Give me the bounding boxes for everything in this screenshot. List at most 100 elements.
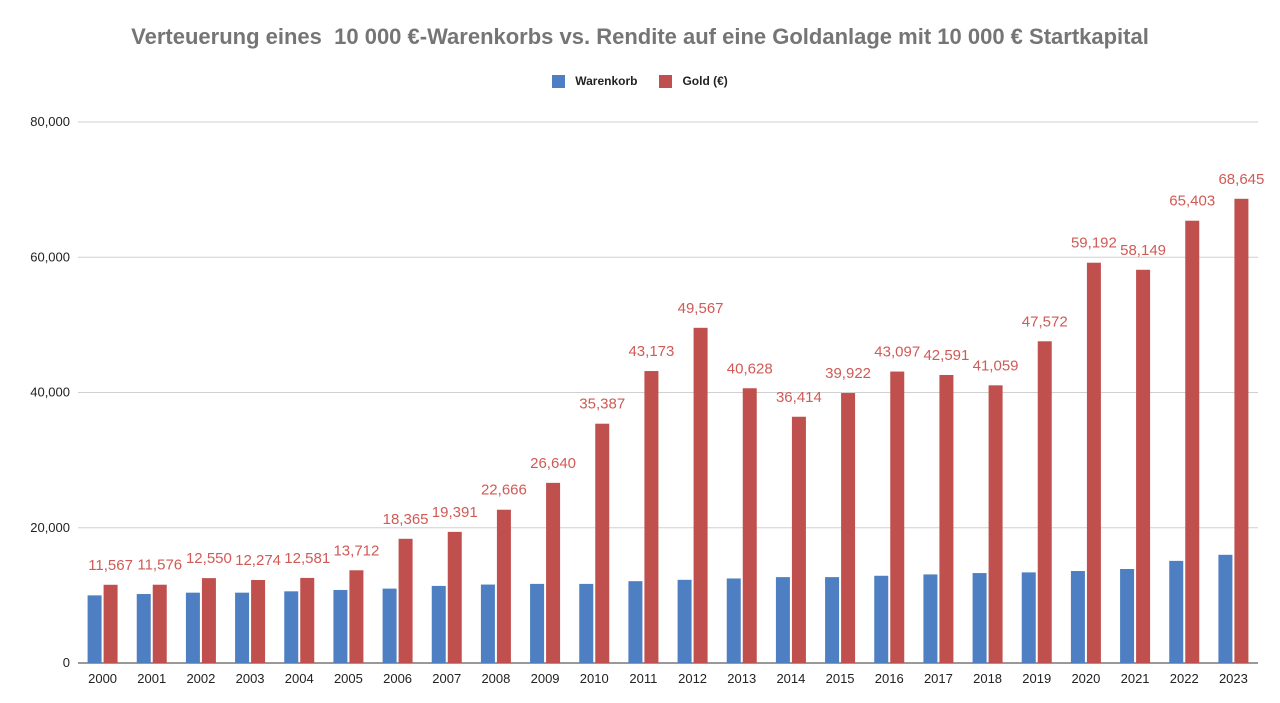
- data-label-gold-2014: 36,414: [776, 389, 822, 406]
- data-label-gold-2000: 11,567: [88, 557, 133, 574]
- bar-gold-2000: [103, 584, 118, 663]
- legend-label-warenkorb: Warenkorb: [575, 74, 638, 88]
- x-tick-label: 2018: [973, 671, 1002, 686]
- bar-warenkorb-2022: [1169, 560, 1184, 663]
- data-label-gold-2022: 65,403: [1169, 193, 1215, 210]
- data-label-gold-2008: 22,666: [481, 482, 527, 499]
- x-tick-label: 2004: [285, 671, 314, 686]
- bar-gold-2018: [988, 385, 1003, 663]
- bar-warenkorb-2011: [628, 581, 643, 663]
- x-tick-label: 2013: [727, 671, 756, 686]
- data-label-gold-2015: 39,922: [825, 365, 871, 382]
- x-tick-label: 2002: [186, 671, 215, 686]
- bar-warenkorb-2018: [972, 573, 987, 663]
- x-tick-label: 2003: [236, 671, 265, 686]
- bar-gold-2007: [447, 531, 462, 663]
- bar-gold-2011: [644, 371, 659, 663]
- bar-warenkorb-2006: [382, 588, 397, 663]
- bar-warenkorb-2014: [775, 577, 790, 663]
- bar-warenkorb-2005: [333, 589, 348, 663]
- bar-gold-2013: [742, 388, 757, 663]
- data-label-gold-2001: 11,576: [137, 557, 182, 574]
- legend-swatch-warenkorb: [552, 74, 566, 88]
- bar-gold-2022: [1185, 220, 1200, 663]
- data-label-gold-2012: 49,567: [678, 300, 724, 317]
- bar-gold-2023: [1234, 198, 1249, 663]
- x-tick-label: 2001: [137, 671, 166, 686]
- bar-warenkorb-2023: [1218, 554, 1233, 663]
- x-tick-label: 2000: [88, 671, 117, 686]
- y-tick-label: 0: [63, 655, 70, 670]
- bar-gold-2010: [595, 423, 610, 663]
- bar-gold-2002: [201, 578, 216, 663]
- bar-warenkorb-2001: [136, 594, 151, 663]
- x-tick-label: 2008: [481, 671, 510, 686]
- bar-gold-2021: [1136, 269, 1151, 663]
- data-label-gold-2003: 12,274: [235, 552, 281, 569]
- bar-warenkorb-2012: [677, 579, 692, 663]
- data-label-gold-2002: 12,550: [186, 550, 232, 567]
- bar-warenkorb-2009: [530, 583, 545, 663]
- data-label-gold-2018: 41,059: [973, 357, 1019, 374]
- bar-warenkorb-2020: [1070, 571, 1085, 663]
- x-tick-label: 2014: [776, 671, 805, 686]
- legend-swatch-gold: [659, 74, 673, 88]
- bar-warenkorb-2003: [235, 592, 250, 663]
- x-tick-label: 2017: [924, 671, 953, 686]
- bar-warenkorb-2021: [1120, 569, 1135, 663]
- data-label-gold-2006: 18,365: [383, 511, 429, 528]
- y-tick-label: 20,000: [30, 520, 70, 535]
- data-label-gold-2023: 68,645: [1218, 171, 1264, 188]
- x-tick-label: 2019: [1022, 671, 1051, 686]
- data-label-gold-2016: 43,097: [874, 344, 920, 361]
- bar-warenkorb-2016: [874, 575, 889, 663]
- bar-warenkorb-2017: [923, 574, 938, 663]
- x-tick-label: 2015: [826, 671, 855, 686]
- legend: Warenkorb Gold (€): [0, 74, 1280, 88]
- bar-gold-2016: [890, 371, 905, 663]
- chart-title: Verteuerung eines 10 000 €-Warenkorbs vs…: [131, 24, 1149, 49]
- bar-warenkorb-2000: [87, 595, 102, 663]
- bar-gold-2012: [693, 327, 708, 663]
- x-tick-label: 2009: [531, 671, 560, 686]
- y-tick-label: 60,000: [30, 249, 70, 264]
- legend-item-warenkorb[interactable]: Warenkorb: [552, 74, 637, 88]
- legend-label-gold: Gold (€): [682, 74, 728, 88]
- data-label-gold-2011: 43,173: [628, 343, 674, 360]
- bar-gold-2006: [398, 538, 413, 663]
- x-tick-label: 2005: [334, 671, 363, 686]
- x-tick-label: 2007: [432, 671, 461, 686]
- bar-gold-2003: [251, 579, 266, 663]
- bar-gold-2001: [152, 584, 167, 663]
- bar-warenkorb-2008: [480, 584, 495, 663]
- x-tick-label: 2020: [1071, 671, 1100, 686]
- x-tick-label: 2022: [1170, 671, 1199, 686]
- bar-gold-2014: [791, 416, 806, 663]
- bar-gold-2004: [300, 577, 315, 663]
- x-tick-label: 2021: [1121, 671, 1150, 686]
- bar-warenkorb-2013: [726, 578, 741, 663]
- data-label-gold-2017: 42,591: [923, 347, 969, 364]
- bar-warenkorb-2007: [431, 585, 446, 663]
- bar-gold-2017: [939, 374, 954, 663]
- bar-gold-2005: [349, 570, 364, 663]
- data-label-gold-2009: 26,640: [530, 455, 576, 472]
- data-label-gold-2005: 13,712: [333, 542, 379, 559]
- bar-warenkorb-2004: [284, 591, 299, 663]
- y-tick-label: 80,000: [30, 114, 70, 129]
- legend-item-gold[interactable]: Gold (€): [659, 74, 728, 88]
- bar-warenkorb-2015: [825, 577, 840, 663]
- bar-gold-2019: [1037, 341, 1052, 663]
- x-tick-label: 2012: [678, 671, 707, 686]
- data-label-gold-2021: 58,149: [1120, 242, 1166, 259]
- data-label-gold-2004: 12,581: [284, 550, 330, 567]
- data-label-gold-2013: 40,628: [727, 360, 773, 377]
- data-label-gold-2019: 47,572: [1022, 313, 1068, 330]
- y-tick-label: 40,000: [30, 385, 70, 400]
- bar-gold-2009: [546, 482, 561, 663]
- bar-gold-2008: [496, 509, 511, 663]
- bar-warenkorb-2010: [579, 583, 594, 663]
- x-tick-label: 2016: [875, 671, 904, 686]
- bar-warenkorb-2002: [185, 592, 200, 663]
- x-tick-label: 2023: [1219, 671, 1248, 686]
